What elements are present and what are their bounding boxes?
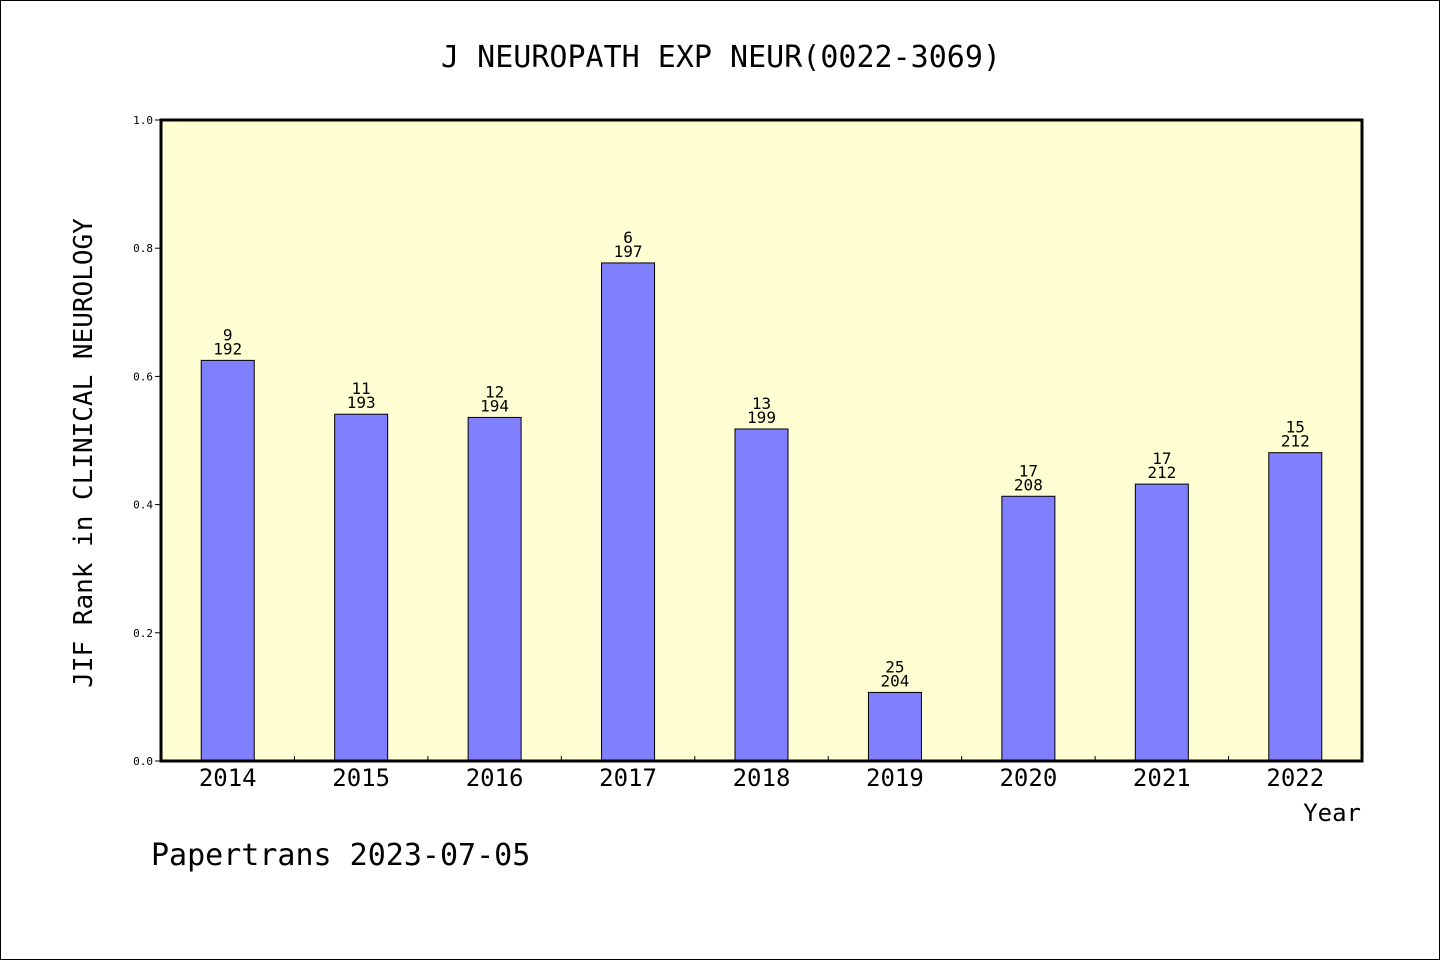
bar-2021: [1134, 483, 1189, 762]
total-label: 192: [213, 339, 242, 358]
x-tick-label: 2016: [466, 764, 524, 792]
bar-2014: [200, 359, 255, 762]
chart-title: J NEUROPATH EXP NEUR(0022-3069): [441, 40, 1001, 75]
x-tick-label: 2022: [1266, 764, 1324, 792]
x-tick-label: 2014: [199, 764, 257, 792]
total-label: 194: [480, 396, 509, 415]
rank-label: 6: [623, 228, 633, 247]
y-axis-label: JIF Rank in CLINICAL NEUROLOGY: [69, 218, 99, 688]
total-label: 208: [1014, 475, 1043, 494]
total-label: 193: [347, 393, 376, 412]
total-label: 197: [614, 242, 643, 261]
rank-label: 15: [1286, 418, 1305, 437]
y-tick-label: 0.0: [133, 755, 153, 768]
total-label: 212: [1281, 432, 1310, 451]
rank-label: 9: [223, 325, 233, 344]
y-tick-label: 0.4: [133, 499, 153, 512]
total-label: 204: [880, 671, 909, 690]
rank-label: 12: [485, 382, 504, 401]
bar-2020: [1001, 495, 1056, 762]
bars-layer: [200, 262, 1323, 762]
y-tick-label: 0.2: [133, 627, 153, 640]
rank-label: 25: [885, 657, 904, 676]
x-axis-label: Year: [1303, 799, 1361, 827]
rank-label: 13: [752, 394, 771, 413]
rank-label: 11: [352, 379, 371, 398]
x-tick-label: 2018: [733, 764, 791, 792]
total-label: 199: [747, 408, 776, 427]
bar-2019: [867, 691, 922, 762]
bar-2016: [467, 416, 522, 762]
x-tick-label: 2020: [999, 764, 1057, 792]
x-tick-label: 2019: [866, 764, 924, 792]
y-tick-label: 1.0: [133, 114, 153, 127]
rank-label: 17: [1152, 449, 1171, 468]
plot-frame: [159, 118, 1364, 763]
bar-2017: [601, 262, 656, 762]
footer-text: Papertrans 2023-07-05: [151, 838, 530, 873]
rank-label: 17: [1019, 461, 1038, 480]
total-label: 212: [1147, 463, 1176, 482]
x-tick-label: 2015: [332, 764, 390, 792]
x-tick-label: 2021: [1133, 764, 1191, 792]
x-tick-label: 2017: [599, 764, 657, 792]
bar-2018: [734, 428, 789, 762]
bar-2022: [1268, 452, 1323, 762]
bar-2015: [334, 413, 389, 762]
y-tick-label: 0.6: [133, 370, 153, 383]
y-tick-label: 0.8: [133, 242, 153, 255]
